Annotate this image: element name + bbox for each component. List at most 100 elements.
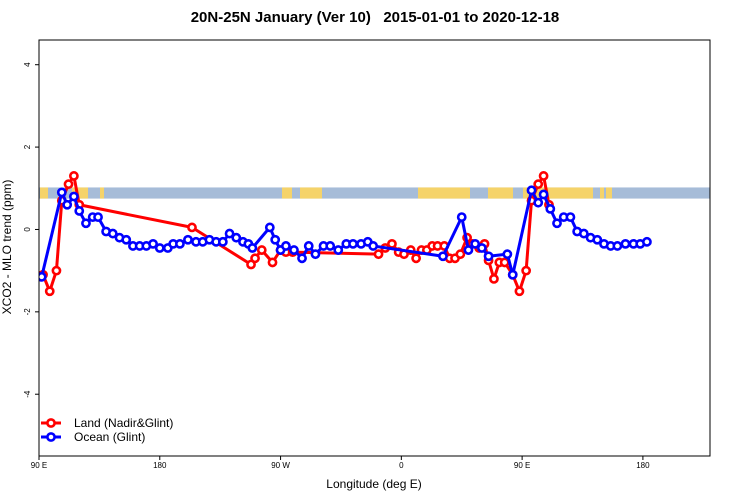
legend-marker xyxy=(46,418,56,428)
data-point xyxy=(348,238,358,249)
data-point xyxy=(499,257,510,268)
x-tick-label: 90 E xyxy=(31,461,47,470)
data-point xyxy=(538,189,549,200)
legend-marker xyxy=(46,432,56,442)
series-layer xyxy=(39,171,652,297)
data-point xyxy=(592,234,603,245)
data-point xyxy=(297,253,307,264)
y-tick-label: 4 xyxy=(23,62,32,67)
data-point xyxy=(373,249,384,260)
data-point xyxy=(270,234,281,245)
strip-land-segment xyxy=(300,187,322,199)
land-series xyxy=(39,171,554,297)
data-point xyxy=(250,253,260,264)
data-point xyxy=(289,245,299,255)
legend: Land (Nadir&Glint)Ocean (Glint) xyxy=(41,416,173,444)
data-point xyxy=(483,251,494,262)
data-point xyxy=(154,243,165,253)
x-tick-label: 180 xyxy=(153,461,167,470)
data-point xyxy=(387,238,397,249)
data-point xyxy=(521,265,532,276)
strip-land-segment xyxy=(282,187,292,199)
data-point xyxy=(51,265,62,276)
data-point xyxy=(612,241,623,251)
legend-label: Land (Nadir&Glint) xyxy=(74,416,173,430)
data-point xyxy=(470,238,481,249)
data-point xyxy=(507,269,518,280)
data-point xyxy=(56,187,67,198)
x-axis: 90 E 180 90 W 0 90 E 180 xyxy=(31,456,650,470)
data-point xyxy=(545,203,556,214)
data-point xyxy=(81,218,91,229)
data-point xyxy=(565,212,576,223)
data-point xyxy=(456,212,467,223)
series-line-segment xyxy=(460,216,470,251)
data-point xyxy=(62,199,73,210)
data-point xyxy=(121,234,132,245)
data-point xyxy=(256,245,267,255)
data-point xyxy=(620,238,631,249)
data-point xyxy=(175,238,185,249)
strip-land-segment xyxy=(100,187,104,199)
data-point xyxy=(217,236,228,247)
data-point xyxy=(325,241,336,251)
data-point xyxy=(231,232,242,243)
data-point xyxy=(578,228,589,239)
strip-land-segment xyxy=(488,187,513,199)
chart-title: 20N-25N January (Ver 10) 2015-01-01 to 2… xyxy=(190,9,560,26)
data-point xyxy=(281,241,291,251)
data-point xyxy=(183,234,193,245)
data-point xyxy=(552,218,562,229)
ocean-series xyxy=(39,185,652,282)
data-point xyxy=(368,241,379,251)
data-point xyxy=(63,179,74,190)
data-point xyxy=(502,249,513,260)
y-tick-label: -4 xyxy=(23,390,32,398)
data-point xyxy=(224,228,235,239)
series-line-segment xyxy=(441,216,464,257)
data-point xyxy=(148,238,158,249)
x-tick-label: 0 xyxy=(399,461,404,470)
data-point xyxy=(642,236,652,247)
x-tick-label: 90 E xyxy=(514,461,530,470)
strip-land-segment xyxy=(523,187,593,199)
y-tick-label: 2 xyxy=(23,144,32,149)
data-point xyxy=(463,245,474,255)
data-point xyxy=(533,179,544,190)
series-line-segment xyxy=(78,203,193,229)
land-ocean-strip xyxy=(39,187,710,199)
y-tick-label: -2 xyxy=(23,308,32,316)
series-line-segment xyxy=(524,200,534,271)
strip-land-segment xyxy=(72,187,88,199)
x-tick-label: 180 xyxy=(636,461,650,470)
data-point xyxy=(107,228,118,239)
data-point xyxy=(247,243,258,253)
data-point xyxy=(267,257,278,268)
data-point xyxy=(39,271,47,282)
data-point xyxy=(514,286,525,297)
series-line-segment xyxy=(54,200,64,271)
data-point xyxy=(333,245,344,255)
strip-land-segment xyxy=(40,187,48,199)
data-point xyxy=(533,197,544,208)
strip-land-segment xyxy=(418,187,470,199)
data-point xyxy=(303,241,314,251)
legend-label: Ocean (Glint) xyxy=(74,430,145,444)
data-point xyxy=(74,206,85,216)
x-axis-label: Longitude (deg E) xyxy=(326,477,421,491)
data-point xyxy=(68,171,79,181)
strip-land-segment xyxy=(600,187,604,199)
data-point xyxy=(438,251,448,262)
series-line-segment xyxy=(40,192,64,278)
strip-land-segment xyxy=(606,187,612,199)
data-point xyxy=(538,171,549,181)
series-line-segment xyxy=(372,244,444,258)
data-point xyxy=(526,185,537,196)
data-point xyxy=(476,243,487,253)
data-point xyxy=(310,249,321,260)
y-axis: -4 -2 0 2 4 xyxy=(23,62,39,398)
strip-ocean xyxy=(39,187,710,199)
series-line-segment xyxy=(511,190,533,276)
data-point xyxy=(264,222,275,233)
